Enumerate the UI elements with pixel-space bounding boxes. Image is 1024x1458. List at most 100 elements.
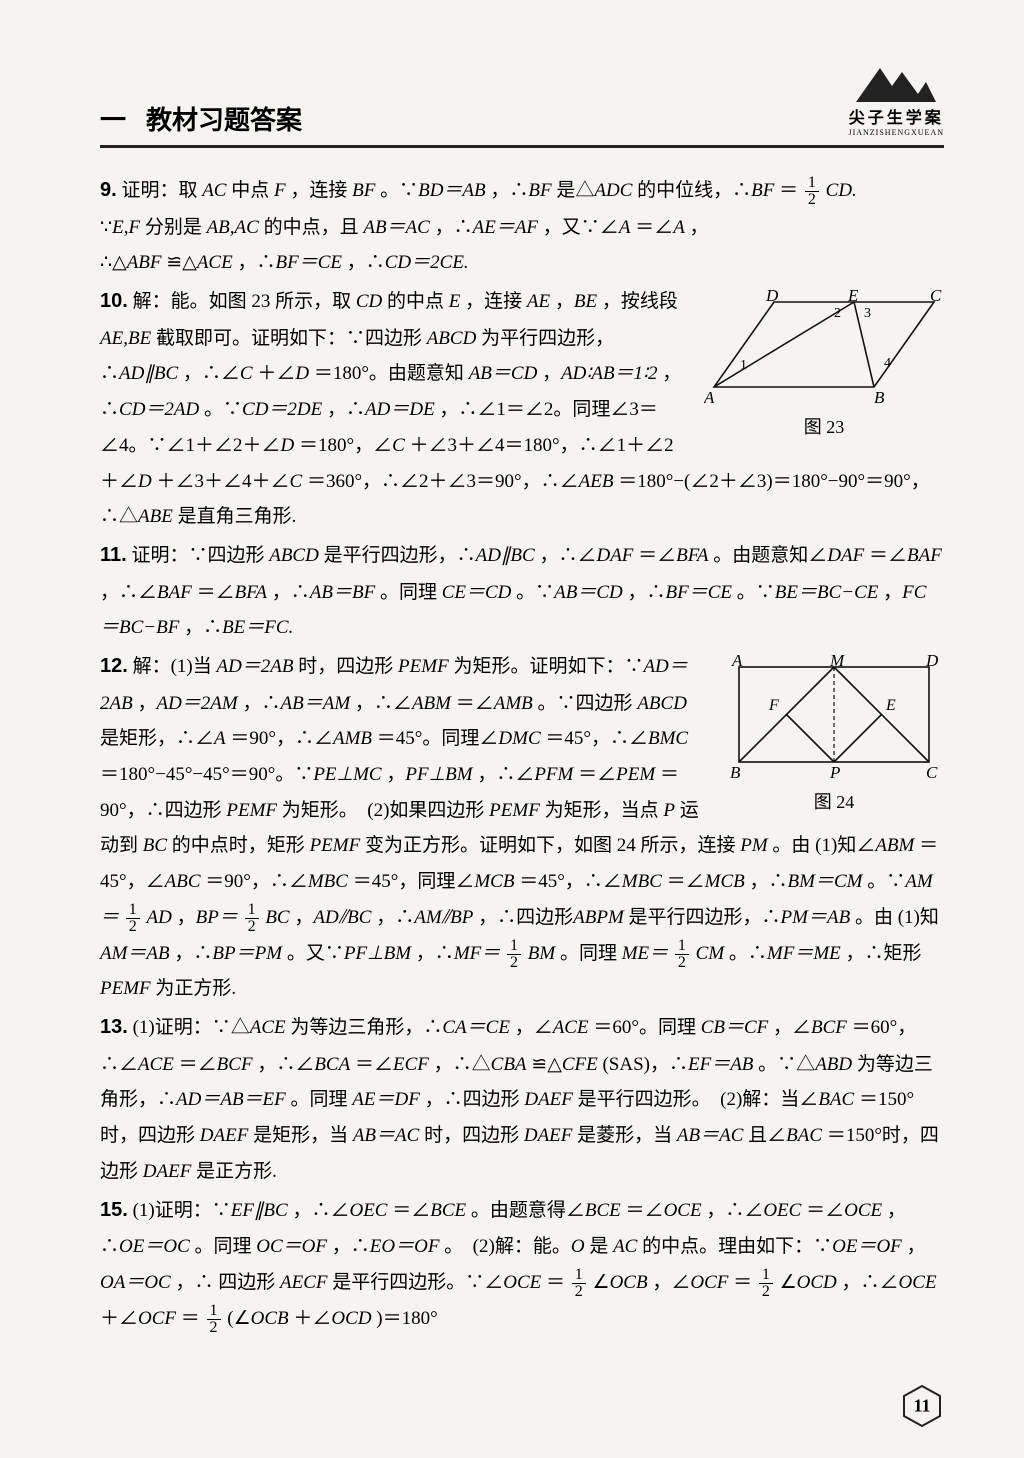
problem-number: 12.	[100, 655, 128, 677]
text: 解：能。如图 23 所示，取	[133, 291, 356, 312]
text: ＋∠	[293, 1308, 331, 1329]
text: ＝	[779, 180, 798, 201]
text: 是菱形，当	[577, 1125, 677, 1146]
text: ＝90°，∴∠	[230, 728, 333, 749]
text: ＝360°，∴∠2＋∠3＝90°，∴∠	[307, 471, 579, 492]
problem-number: 9.	[100, 179, 117, 201]
text: 是△	[556, 180, 594, 201]
text: 是平行四边形。 (2)解：当∠	[578, 1089, 819, 1110]
brand-logo: 尖子生学案 JIANZISHENGXUEAN	[848, 60, 944, 137]
figure-caption: 图 24	[724, 786, 944, 820]
text: ，∴	[750, 871, 788, 892]
text: 是平行四边形，∴	[629, 907, 781, 928]
text: ，∴∠	[257, 1054, 314, 1075]
text: ，	[137, 693, 156, 714]
text: ，	[883, 582, 902, 603]
text: ＝∠	[578, 764, 616, 785]
text: ＝∠	[355, 1054, 393, 1075]
math: F	[274, 180, 286, 201]
text: )＝180°	[376, 1308, 437, 1329]
text: ＝∠	[869, 545, 907, 566]
problem-10: A B C D E 1 2 3 4 图 23 10. 解：能。如图 23 所示，…	[100, 283, 944, 535]
text: ＝45°，同理∠	[353, 871, 475, 892]
text: 的中位线，∴	[637, 180, 751, 201]
text: ＝180°。由题意知	[314, 363, 469, 384]
math: AC	[202, 180, 226, 201]
text: 。由 (1)知	[855, 907, 939, 928]
text: 。∵	[737, 582, 775, 603]
problem-number: 11.	[100, 544, 127, 566]
text: ，∴	[184, 617, 222, 638]
svg-text:C: C	[926, 763, 938, 782]
text: ＝∠	[179, 1054, 217, 1075]
text: ，∠	[773, 1017, 811, 1038]
text: 分别是	[145, 217, 207, 238]
text: 的中点，且	[264, 217, 364, 238]
svg-text:2: 2	[834, 306, 841, 321]
text: 。同理	[195, 1236, 257, 1257]
text: 是直角三角形.	[178, 506, 297, 527]
fig24-svg: A M D B P C F E	[724, 652, 944, 782]
page-number: 11	[900, 1384, 944, 1428]
mountain-icon	[852, 60, 940, 104]
math: BF＝CE	[275, 252, 342, 273]
figure-23: A B C D E 1 2 3 4 图 23	[704, 287, 944, 445]
math: A	[673, 217, 685, 238]
content-area: 9. 证明：取 AC 中点 F ，连接 BF 。∵BD＝AB ，∴BF 是△AD…	[100, 172, 944, 1336]
math: A	[619, 217, 631, 238]
text: ∠	[593, 1272, 610, 1293]
problem-number: 10.	[100, 290, 128, 312]
svg-text:A: A	[704, 388, 715, 407]
text: ＝∠	[392, 1200, 430, 1221]
text: ＝	[546, 1272, 565, 1293]
fraction: 12	[207, 1303, 221, 1336]
fig23-svg: A B C D E 1 2 3 4	[704, 287, 944, 407]
text: ，∴	[174, 943, 212, 964]
text: ，按线段	[602, 291, 678, 312]
text: ，∴∠	[706, 1200, 763, 1221]
text: 。 (2)解：能。	[444, 1236, 571, 1257]
math: ABF	[127, 252, 162, 273]
text: ＝180°，∠	[299, 435, 392, 456]
text: ∵	[100, 217, 112, 238]
fraction: 12	[805, 175, 819, 208]
text: 是平行四边形。∵∠	[332, 1272, 503, 1293]
math: CD＝2CE.	[385, 252, 469, 273]
text: ，∴	[237, 252, 275, 273]
text: 。又∵	[287, 943, 344, 964]
text: ，	[294, 907, 313, 928]
text: ，∴∠	[292, 1200, 349, 1221]
text: 。由题意得∠	[471, 1200, 585, 1221]
text: ，∴∠	[355, 693, 412, 714]
fraction: 12	[675, 938, 689, 971]
problem-13: 13. (1)证明：∵△ACE 为等边三角形，∴CA＝CE ，∠ACE ＝60°…	[100, 1009, 944, 1189]
text: ，∴∠	[842, 1272, 899, 1293]
text: ，∴∠	[477, 764, 534, 785]
text: ＝∠	[638, 545, 676, 566]
text: 。同理	[291, 1089, 353, 1110]
text: ，连接	[465, 291, 527, 312]
text: ，∴	[327, 399, 365, 420]
text: ，连接	[290, 180, 352, 201]
math: AB＝AC	[363, 217, 430, 238]
text: 证明：∵四边形	[131, 545, 269, 566]
text: ＋∠	[257, 363, 295, 384]
text: (∠	[227, 1308, 250, 1329]
math: BF	[751, 180, 774, 201]
text: 截取即可。证明如下：∵四边形	[156, 328, 427, 349]
text: 时，四边形	[298, 656, 398, 677]
text: ＝90°，∴∠	[205, 871, 308, 892]
math: AB,AC	[207, 217, 259, 238]
text: 。∵四边形	[538, 693, 638, 714]
text: 。由题意知∠	[713, 545, 827, 566]
text: 且∠	[748, 1125, 786, 1146]
text: 是矩形，当	[253, 1125, 353, 1146]
figure-24: A M D B P C F E 图 24	[724, 652, 944, 820]
text: ，∴四边形	[478, 907, 573, 928]
text: ，∴	[243, 693, 281, 714]
math: ADC	[594, 180, 632, 201]
svg-text:B: B	[874, 388, 885, 407]
text: ≌△	[166, 252, 197, 273]
svg-text:P: P	[829, 763, 840, 782]
svg-text:A: A	[731, 652, 743, 670]
